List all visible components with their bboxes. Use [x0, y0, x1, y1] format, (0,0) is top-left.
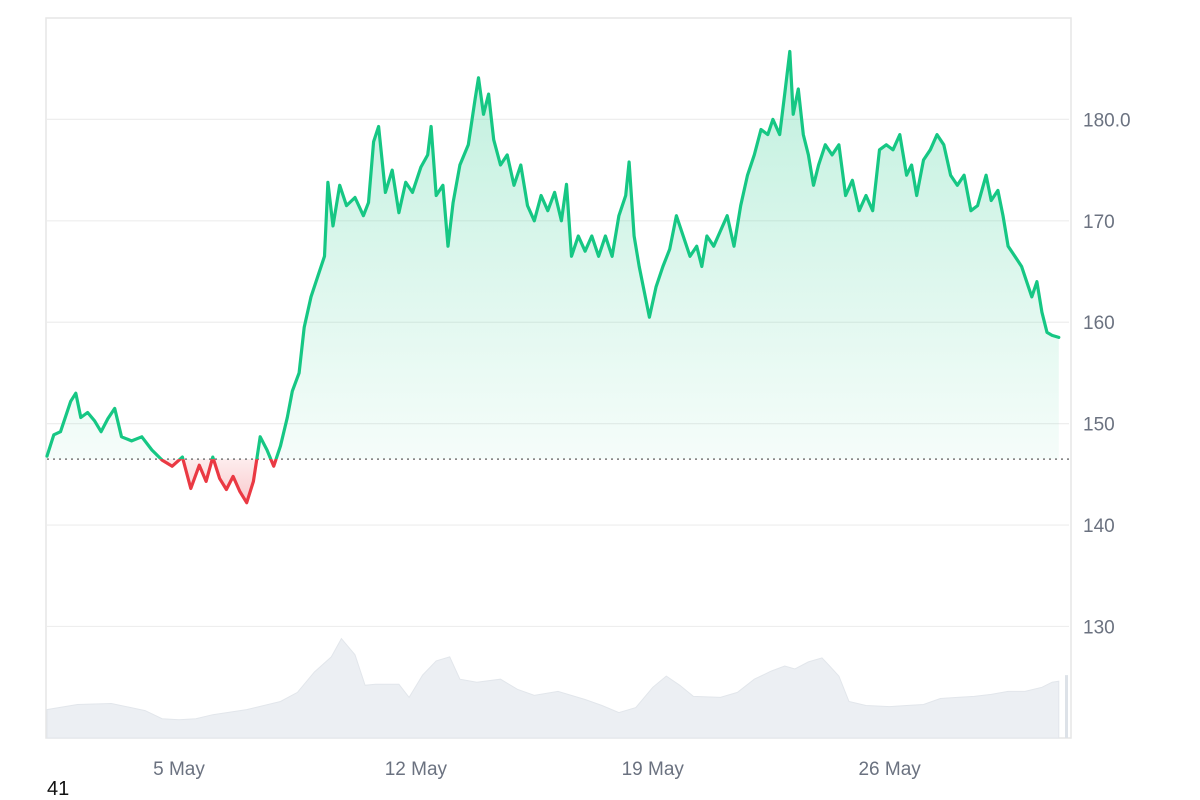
- volume-last-bar: [1065, 675, 1068, 738]
- volume-area: [46, 637, 1068, 739]
- x-tick-label-26: 26 May: [858, 759, 921, 780]
- y-tick-label-180: 180.0: [1083, 110, 1131, 131]
- price-line-above-baseline: [45, 49, 1061, 460]
- y-tick-label-150: 150: [1083, 415, 1115, 436]
- price-area-below-baseline: [161, 459, 277, 503]
- corner-label: 41: [47, 778, 70, 800]
- x-tick-label-19: 19 May: [622, 759, 685, 780]
- price-fill-area: [47, 51, 1059, 503]
- y-tick-label-160: 160: [1083, 313, 1115, 334]
- volume-series: [46, 637, 1060, 739]
- y-axis-ticks: 130 140 150 160 170 180.0: [1083, 110, 1131, 638]
- x-axis-ticks: 5 May 12 May 19 May 26 May: [153, 759, 921, 780]
- price-area-above-baseline: [47, 51, 1059, 460]
- price-line: [45, 49, 1061, 505]
- y-tick-label-140: 140: [1083, 516, 1115, 537]
- x-tick-label-5: 5 May: [153, 759, 205, 780]
- price-line-below-baseline: [158, 459, 278, 505]
- x-tick-label-12: 12 May: [385, 759, 448, 780]
- y-tick-label-130: 130: [1083, 617, 1115, 638]
- y-tick-label-170: 170: [1083, 212, 1115, 233]
